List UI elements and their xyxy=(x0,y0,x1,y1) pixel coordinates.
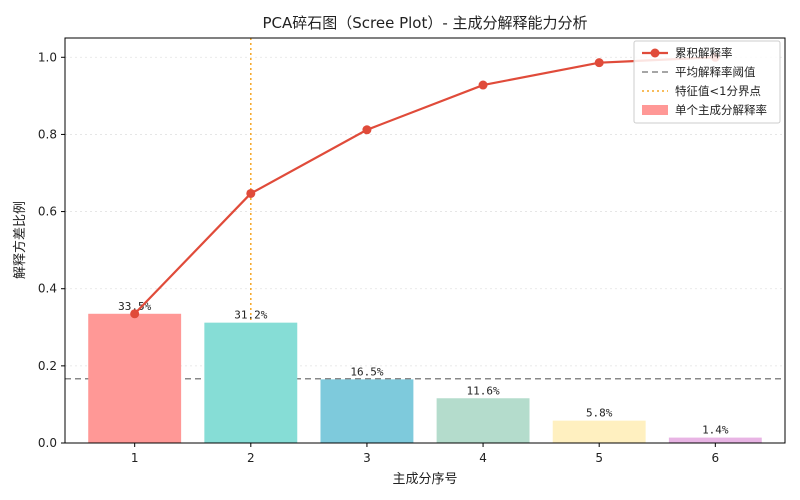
bar-value-labels: 33.5% 31.2% 16.5% 11.6% 5.8% 1.4% xyxy=(118,300,729,437)
reference-lines xyxy=(65,38,785,443)
bar-value-label: 31.2% xyxy=(234,309,267,322)
bar xyxy=(320,379,414,443)
cumulative-point xyxy=(594,58,604,68)
y-tick-label: 0.4 xyxy=(38,282,57,296)
x-tick-label: 3 xyxy=(363,451,371,465)
legend-marker-swatch xyxy=(650,48,660,58)
y-tick-label: 0.2 xyxy=(38,359,57,373)
y-tick-label: 0.6 xyxy=(38,205,57,219)
bars xyxy=(88,313,762,443)
y-axis: 0.0 0.2 0.4 0.6 0.8 1.0 xyxy=(38,50,65,450)
chart-title: PCA碎石图（Scree Plot）- 主成分解释能力分析 xyxy=(262,14,587,32)
bar-value-label: 33.5% xyxy=(118,300,151,313)
x-tick-label: 1 xyxy=(131,451,139,465)
x-tick-label: 4 xyxy=(479,451,487,465)
y-tick-label: 1.0 xyxy=(38,50,57,64)
bar xyxy=(88,313,182,443)
x-axis: 1 2 3 4 5 6 xyxy=(131,443,719,465)
legend-patch-swatch xyxy=(642,105,668,115)
x-tick-label: 6 xyxy=(712,451,720,465)
x-tick-label: 5 xyxy=(595,451,603,465)
bar-value-label: 11.6% xyxy=(467,384,500,397)
cumulative-point xyxy=(362,125,372,135)
cumulative-point xyxy=(130,309,140,319)
bar xyxy=(668,437,762,443)
legend-label: 平均解释率阈值 xyxy=(675,65,756,79)
cumulative-line-path xyxy=(133,56,716,315)
x-tick-label: 2 xyxy=(247,451,255,465)
plot-frame xyxy=(64,37,786,444)
legend-label: 单个主成分解释率 xyxy=(675,103,767,117)
bar-value-label: 1.4% xyxy=(702,424,729,437)
legend-box xyxy=(633,40,781,124)
legend-label: 特征值<1分界点 xyxy=(675,84,761,98)
bar xyxy=(436,398,530,443)
bar xyxy=(552,420,646,443)
cumulative-point xyxy=(246,188,256,198)
y-axis-label: 解释方差比例 xyxy=(12,201,28,279)
bar xyxy=(204,322,298,443)
bar-value-label: 16.5% xyxy=(350,365,383,378)
y-tick-label: 0.0 xyxy=(38,436,57,450)
cumulative-point xyxy=(478,80,488,90)
y-tick-label: 0.8 xyxy=(38,127,57,141)
bar-value-label: 5.8% xyxy=(586,407,613,420)
legend-label: 累积解释率 xyxy=(675,46,733,60)
cumulative-line xyxy=(130,52,720,319)
x-axis-label: 主成分序号 xyxy=(392,472,457,487)
